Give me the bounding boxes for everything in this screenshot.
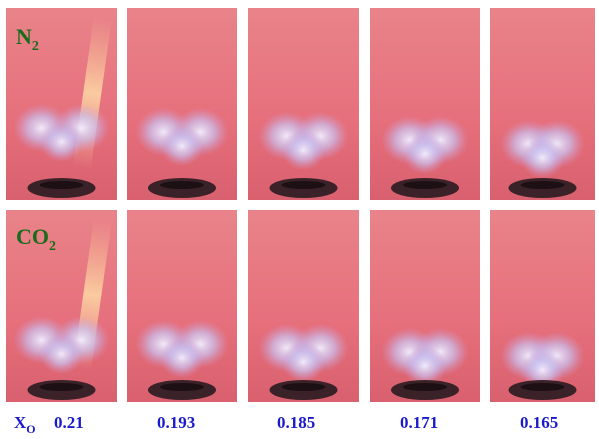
burner-top — [403, 383, 447, 391]
photo — [490, 8, 595, 200]
photo — [370, 210, 480, 402]
photo — [248, 8, 359, 200]
flame — [160, 126, 204, 166]
burner-top — [40, 383, 84, 391]
x-value: 0.185 — [277, 413, 315, 432]
photo — [127, 8, 237, 200]
photo-background — [248, 8, 359, 200]
burner-top — [521, 181, 565, 189]
burner-top — [160, 181, 204, 189]
photo — [127, 210, 237, 402]
burner-top — [403, 181, 447, 189]
flame — [282, 130, 326, 170]
flame — [282, 342, 326, 382]
figure: N2 CO2 XO 0.21 0.193 0.185 0.171 0.165 — [0, 0, 599, 439]
flame — [521, 138, 565, 178]
photo-grid — [6, 8, 595, 402]
flame — [403, 134, 447, 174]
burner-top — [282, 383, 326, 391]
burner-top — [282, 181, 326, 189]
photo-background — [127, 8, 237, 200]
photo — [370, 8, 480, 200]
x-value: 0.193 — [157, 413, 195, 432]
photo — [248, 210, 359, 402]
x-label: XO — [14, 413, 36, 436]
burner-top — [160, 383, 204, 391]
burner-top — [40, 181, 84, 189]
burner-top — [521, 383, 565, 391]
x-value: 0.165 — [520, 413, 558, 432]
x-value: 0.171 — [400, 413, 438, 432]
x-value: 0.21 — [54, 413, 84, 432]
flame — [40, 334, 84, 374]
flame — [40, 122, 84, 162]
photo — [490, 210, 595, 402]
flame — [160, 338, 204, 378]
